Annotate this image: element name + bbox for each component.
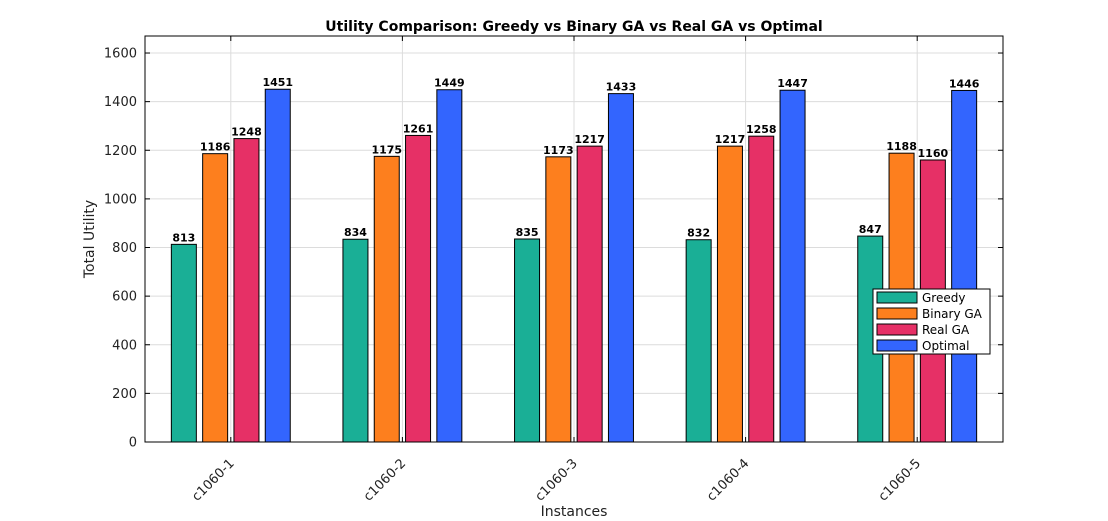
y-axis-ticks: 0 200 400 600 800 1000 1200 1400 1600 (104, 47, 1003, 451)
legend-swatch (876, 323, 918, 336)
bar (373, 155, 400, 443)
bar (951, 89, 978, 443)
x-tick-label: c1060-5 (876, 456, 924, 504)
data-label: 1175 (371, 143, 402, 156)
bars (170, 88, 978, 443)
data-label: 1449 (434, 77, 465, 90)
bar (576, 145, 603, 443)
data-label: 1173 (543, 144, 574, 157)
x-tick-label: c1060-4 (704, 456, 752, 504)
data-label: 1258 (746, 123, 777, 136)
data-label: 1451 (262, 76, 293, 89)
y-axis-label: Total Utility (82, 200, 98, 279)
bar (342, 238, 369, 443)
data-label: 847 (859, 223, 882, 236)
x-axis-label: Instances (541, 504, 608, 520)
bar (170, 243, 197, 443)
data-label: 1261 (403, 122, 434, 135)
bar (545, 156, 572, 443)
y-tick-label: 200 (112, 387, 137, 402)
bar (233, 138, 260, 443)
bar (716, 145, 743, 443)
y-tick-label: 800 (112, 241, 137, 256)
y-tick-label: 1400 (104, 95, 137, 110)
bar (779, 89, 806, 443)
x-tick-label: c1060-2 (361, 456, 409, 504)
y-tick-label: 1000 (104, 192, 137, 207)
data-label: 1217 (574, 133, 605, 146)
legend-swatch (876, 291, 918, 304)
data-label: 834 (344, 226, 367, 239)
bar (202, 153, 229, 443)
bar (514, 238, 541, 443)
chart-title: Utility Comparison: Greedy vs Binary GA … (325, 19, 822, 35)
data-label: 832 (687, 227, 710, 240)
legend-swatch (876, 307, 918, 320)
data-label: 1446 (949, 77, 980, 90)
y-tick-label: 0 (129, 436, 137, 451)
data-label: 1160 (918, 147, 949, 160)
bar (685, 239, 712, 443)
legend-label: Optimal (922, 339, 969, 353)
bar (748, 135, 775, 443)
x-tick-label: c1060-3 (533, 456, 581, 504)
data-label: 1188 (886, 140, 917, 153)
data-label: 813 (172, 231, 195, 244)
x-tick-label: c1060-1 (189, 456, 237, 504)
data-label: 1217 (715, 133, 746, 146)
legend-label: Greedy (922, 291, 965, 305)
bar (436, 89, 463, 443)
data-label: 835 (516, 226, 539, 239)
legend-swatch (876, 339, 918, 352)
y-tick-label: 1600 (104, 47, 137, 62)
y-tick-label: 600 (112, 290, 137, 305)
data-label: 1433 (606, 81, 637, 94)
data-label: 1447 (777, 77, 808, 90)
y-tick-label: 1200 (104, 144, 137, 159)
data-label: 1186 (200, 141, 231, 154)
bar (607, 93, 634, 443)
legend-label: Real GA (922, 323, 970, 337)
data-label: 1248 (231, 126, 262, 139)
legend-label: Binary GA (922, 307, 983, 321)
legend: Greedy Binary GA Real GA Optimal (872, 288, 991, 355)
y-tick-label: 400 (112, 338, 137, 353)
bar (264, 88, 291, 443)
bar (405, 134, 432, 443)
